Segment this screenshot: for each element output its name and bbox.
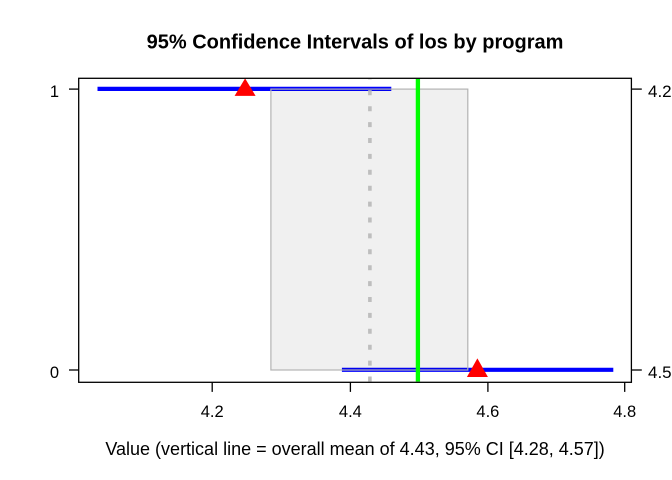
svg-text:4.6: 4.6 <box>476 403 499 421</box>
svg-text:4.4: 4.4 <box>339 403 362 421</box>
svg-text:0: 0 <box>50 364 59 382</box>
svg-text:Value (vertical line = overall: Value (vertical line = overall mean of 4… <box>105 439 604 459</box>
svg-text:4.2: 4.2 <box>648 82 672 101</box>
svg-text:1: 1 <box>50 83 59 101</box>
svg-text:4.2: 4.2 <box>201 403 224 421</box>
svg-text:4.5: 4.5 <box>648 363 672 382</box>
svg-text:4.8: 4.8 <box>613 403 636 421</box>
svg-text:95% Confidence Intervals of lo: 95% Confidence Intervals of los by progr… <box>147 31 564 53</box>
